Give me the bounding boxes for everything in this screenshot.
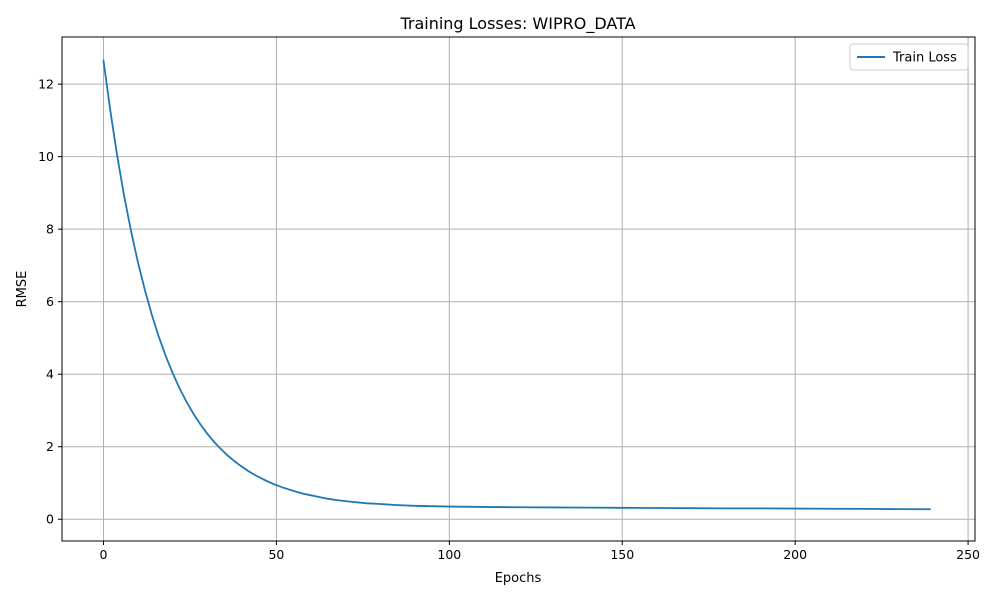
x-tick-label: 250 <box>956 547 980 562</box>
y-tick-label: 2 <box>46 439 54 454</box>
legend: Train Loss <box>849 43 969 71</box>
series-layer <box>102 59 931 511</box>
x-tick-label: 100 <box>437 547 461 562</box>
x-axis-label: Epochs <box>495 571 542 586</box>
x-tick-label: 0 <box>100 547 108 562</box>
y-tick-label: 8 <box>46 222 54 237</box>
grid-layer <box>62 37 975 541</box>
legend-label: Train Loss <box>892 51 957 66</box>
train-loss-line <box>102 59 931 511</box>
chart-title: Training Losses: WIPRO_DATA <box>399 14 635 34</box>
x-axis: 0 50 100 150 200 250 <box>100 541 980 562</box>
y-tick-label: 6 <box>46 294 54 309</box>
y-tick-label: 4 <box>46 367 54 382</box>
legend-box <box>849 43 969 71</box>
x-tick-label: 200 <box>783 547 807 562</box>
y-axis-label: RMSE <box>15 271 30 308</box>
plot-area-frame <box>61 36 976 542</box>
x-tick-label: 50 <box>268 547 284 562</box>
x-tick-label: 150 <box>610 547 634 562</box>
y-tick-label: 12 <box>38 77 54 92</box>
y-tick-label: 10 <box>38 149 54 164</box>
y-axis: 0 2 4 6 8 10 12 <box>38 77 62 527</box>
y-tick-label: 0 <box>46 512 54 527</box>
